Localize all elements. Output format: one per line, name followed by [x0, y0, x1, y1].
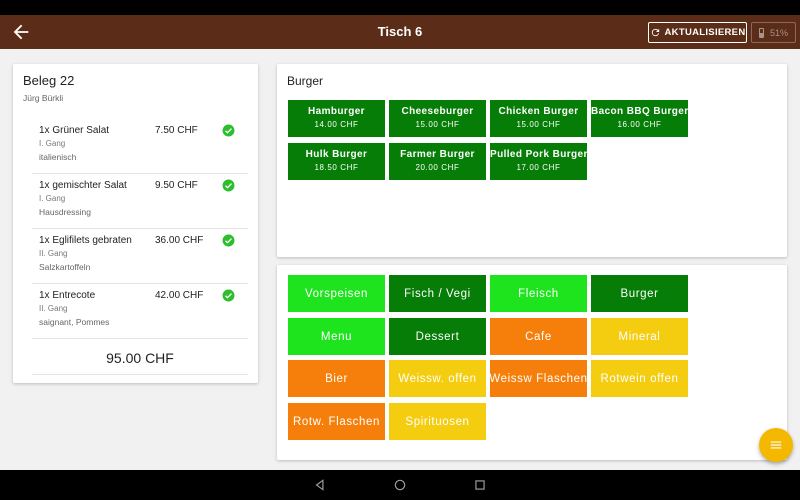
item-name: 1x Eglifilets gebraten: [39, 235, 132, 246]
product-name: Farmer Burger: [400, 149, 475, 160]
menu-icon: [770, 441, 782, 449]
system-nav-bar: [0, 470, 800, 500]
status-bar: [0, 0, 800, 15]
receipt-total: 95.00 CHF: [32, 339, 248, 375]
item-note: Salzkartoffeln: [39, 262, 91, 272]
category-card: Vorspeisen Fisch / Vegi Fleisch Burger M…: [277, 265, 787, 460]
category-title: Burger: [287, 74, 324, 88]
item-course: II. Gang: [39, 249, 68, 258]
item-name: 1x Grüner Salat: [39, 125, 110, 136]
battery-icon: [758, 27, 764, 38]
check-circle-icon: [222, 179, 235, 192]
category-button-fisch-vegi[interactable]: Fisch / Vegi: [389, 275, 486, 312]
product-name: Pulled Pork Burger: [490, 149, 587, 160]
item-price: 36.00 CHF: [155, 235, 204, 246]
product-button-farmer-burger[interactable]: Farmer Burger 20.00 CHF: [389, 143, 486, 180]
category-button-cafe[interactable]: Cafe: [490, 318, 587, 355]
item-course: I. Gang: [39, 139, 66, 148]
product-name: Hamburger: [308, 106, 365, 117]
product-button-hulk-burger[interactable]: Hulk Burger 18.50 CHF: [288, 143, 385, 180]
arrow-left-icon[interactable]: [10, 21, 32, 43]
nav-recents-icon[interactable]: [473, 478, 487, 492]
product-price: 16.00 CHF: [617, 120, 662, 129]
product-name: Cheeseburger: [401, 106, 474, 117]
item-note: Hausdressing: [39, 207, 91, 217]
refresh-icon: [651, 28, 659, 37]
category-button-spirituosen[interactable]: Spirituosen: [389, 403, 486, 440]
app-bar: Tisch 6 AKTUALISIEREN 51%: [0, 15, 800, 49]
receipt-item[interactable]: 1x Eglifilets gebraten 36.00 CHF II. Gan…: [32, 229, 248, 284]
item-note: saignant, Pommes: [39, 317, 110, 327]
item-name: 1x Entrecote: [39, 290, 96, 301]
category-button-burger[interactable]: Burger: [591, 275, 688, 312]
nav-home-icon[interactable]: [393, 478, 407, 492]
receipt-items: 1x Grüner Salat 7.50 CHF I. Gang italien…: [32, 119, 248, 339]
product-button-hamburger[interactable]: Hamburger 14.00 CHF: [288, 100, 385, 137]
category-button-bier[interactable]: Bier: [288, 360, 385, 397]
product-price: 14.00 CHF: [314, 120, 359, 129]
category-button-rotwein-offen[interactable]: Rotwein offen: [591, 360, 688, 397]
check-circle-icon: [222, 124, 235, 137]
category-button-vorspeisen[interactable]: Vorspeisen: [288, 275, 385, 312]
category-button-menu[interactable]: Menu: [288, 318, 385, 355]
product-button-cheeseburger[interactable]: Cheeseburger 15.00 CHF: [389, 100, 486, 137]
product-price: 18.50 CHF: [314, 163, 359, 172]
product-price: 17.00 CHF: [516, 163, 561, 172]
refresh-label: AKTUALISIEREN: [664, 27, 746, 38]
category-button-mineral[interactable]: Mineral: [591, 318, 688, 355]
product-button-chicken-burger[interactable]: Chicken Burger 15.00 CHF: [490, 100, 587, 137]
receipt-waiter: Jürg Bürkli: [23, 93, 64, 103]
product-price: 15.00 CHF: [415, 120, 460, 129]
item-name: 1x gemischter Salat: [39, 180, 127, 191]
check-circle-icon: [222, 289, 235, 302]
receipt-item[interactable]: 1x Grüner Salat 7.50 CHF I. Gang italien…: [32, 119, 248, 174]
check-circle-icon: [222, 234, 235, 247]
item-price: 42.00 CHF: [155, 290, 204, 301]
battery-indicator: 51%: [751, 22, 796, 43]
product-button-pulled-pork-burger[interactable]: Pulled Pork Burger 17.00 CHF: [490, 143, 587, 180]
item-course: I. Gang: [39, 194, 66, 203]
battery-level: 51%: [769, 27, 788, 38]
refresh-button[interactable]: AKTUALISIEREN: [648, 22, 747, 43]
fab-menu-button[interactable]: [759, 428, 793, 462]
receipt-item[interactable]: 1x gemischter Salat 9.50 CHF I. Gang Hau…: [32, 174, 248, 229]
item-price: 7.50 CHF: [155, 125, 198, 136]
product-card: Burger Hamburger 14.00 CHF Cheeseburger …: [277, 64, 787, 257]
receipt-item[interactable]: 1x Entrecote 42.00 CHF II. Gang saignant…: [32, 284, 248, 339]
product-price: 20.00 CHF: [415, 163, 460, 172]
receipt-title: Beleg 22: [23, 73, 75, 88]
nav-back-icon[interactable]: [313, 478, 327, 492]
item-note: italienisch: [39, 152, 77, 162]
product-price: 15.00 CHF: [516, 120, 561, 129]
item-course: II. Gang: [39, 304, 68, 313]
category-button-rotw-flaschen[interactable]: Rotw. Flaschen: [288, 403, 385, 440]
product-name: Bacon BBQ Burger: [591, 106, 688, 117]
item-price: 9.50 CHF: [155, 180, 198, 191]
category-button-dessert[interactable]: Dessert: [389, 318, 486, 355]
product-button-bacon-bbq-burger[interactable]: Bacon BBQ Burger 16.00 CHF: [591, 100, 688, 137]
category-button-weissw-flaschen[interactable]: Weissw Flaschen: [490, 360, 587, 397]
product-name: Hulk Burger: [305, 149, 368, 160]
product-name: Chicken Burger: [498, 106, 579, 117]
category-button-fleisch[interactable]: Fleisch: [490, 275, 587, 312]
category-button-weissw-offen[interactable]: Weissw. offen: [389, 360, 486, 397]
receipt-card: Beleg 22 Jürg Bürkli 1x Grüner Salat 7.5…: [13, 64, 258, 383]
